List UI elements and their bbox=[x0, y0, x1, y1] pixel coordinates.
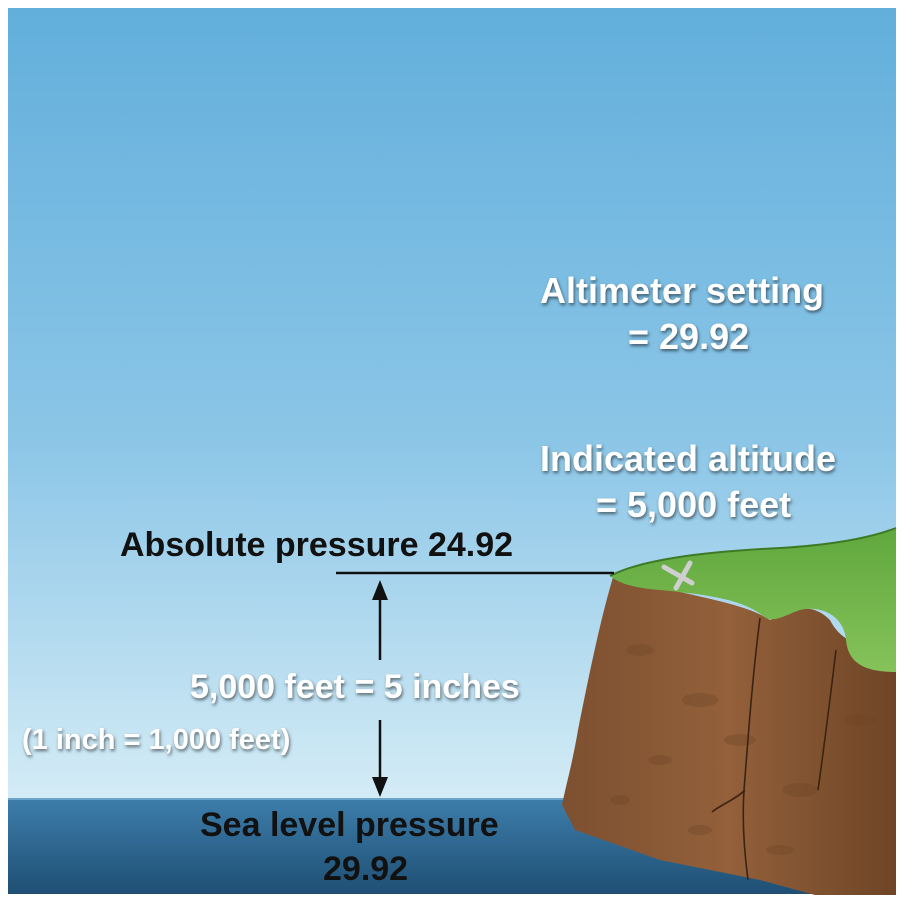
cliff-crack bbox=[742, 617, 761, 881]
cliff-texture bbox=[610, 644, 876, 855]
arrow-down-icon bbox=[372, 720, 388, 797]
absolute-pressure-label: Absolute pressure 24.92 bbox=[120, 526, 514, 564]
height-equivalence-label: 5,000 feet = 5 inches bbox=[190, 668, 520, 706]
sea-level-pressure-value: 29.92 bbox=[323, 850, 409, 888]
cliff bbox=[562, 574, 896, 895]
x-marker-icon bbox=[661, 560, 695, 591]
altimeter-setting-label: Altimeter setting bbox=[540, 270, 825, 311]
arrow-up-icon bbox=[372, 580, 388, 660]
cliff-crack bbox=[817, 649, 837, 791]
altimeter-setting-value: = 29.92 bbox=[628, 316, 750, 357]
grass-plateau bbox=[610, 528, 896, 672]
cliff-crack bbox=[711, 789, 746, 813]
grass-edge bbox=[609, 527, 897, 577]
sea-level-pressure-label: Sea level pressure bbox=[200, 806, 499, 844]
conversion-note-label: (1 inch = 1,000 feet) bbox=[22, 724, 291, 756]
indicated-altitude-label: Indicated altitude bbox=[540, 438, 837, 479]
indicated-altitude-value: = 5,000 feet bbox=[596, 484, 792, 525]
